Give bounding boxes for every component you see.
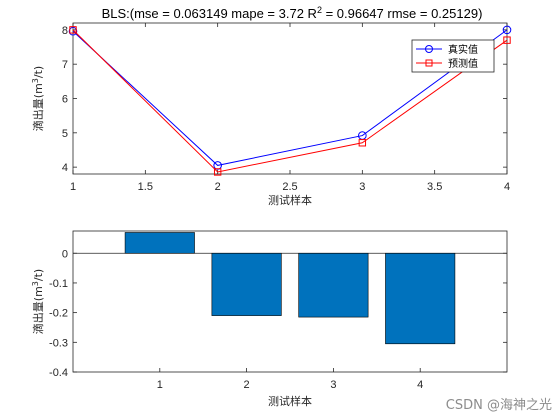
data-point-predicted — [69, 26, 77, 34]
data-point-predicted — [358, 139, 367, 147]
y-tick-label: 8 — [62, 25, 68, 37]
line-chart-title: BLS:(mse = 0.063149 mape = 3.72 R2 = 0.9… — [102, 5, 483, 21]
y-tick-label: -0.1 — [49, 278, 68, 290]
y-tick-label: 4 — [62, 162, 68, 174]
data-point-actual — [502, 25, 512, 35]
y-tick-label: 0 — [62, 248, 68, 260]
legend-entry-actual: 真实值 — [416, 43, 478, 56]
line-chart-y-axis-label: 滴出量(m3/t) — [31, 66, 46, 131]
data-point-predicted — [503, 36, 511, 44]
data-point-predicted — [213, 168, 222, 176]
bar-3 — [298, 252, 369, 318]
line-chart-x-ticks: 1 1.5 2 2.5 3 3.5 4 — [70, 23, 510, 193]
bar-chart-bars — [124, 232, 456, 345]
x-tick-label: 3 — [359, 181, 365, 193]
bar-chart-x-axis-label: 测试样本 — [268, 394, 312, 408]
x-tick-label: 1 — [157, 379, 163, 391]
legend: 真实值 预测值 — [411, 39, 495, 73]
watermark-text: CSDN @海神之光 — [446, 398, 552, 413]
legend-marker-circle — [425, 45, 433, 53]
line-chart-axes: BLS:(mse = 0.063149 mape = 3.72 R2 = 0.9… — [31, 5, 512, 207]
x-tick-label: 4 — [417, 379, 423, 391]
y-tick-label: -0.2 — [49, 308, 68, 320]
series-line-1 — [72, 29, 508, 173]
y-tick-label: -0.4 — [49, 367, 68, 379]
bar-chart-axes: 1 2 3 4 0 -0.1 -0.2 -0.3 -0.4 测试样本 滴出量(m3/t) — [31, 230, 508, 408]
x-tick-label: 3.5 — [427, 181, 442, 193]
legend-box — [411, 39, 495, 73]
line-chart-x-axis-label: 测试样本 — [268, 193, 312, 207]
series-line-0 — [72, 29, 508, 166]
bar-chart-y-ticks: 0 -0.1 -0.2 -0.3 -0.4 — [49, 248, 507, 379]
bar-chart-y-axis-label: 滴出量(m3/t) — [31, 269, 46, 334]
x-tick-label: 2 — [244, 379, 250, 391]
x-tick-label: 3 — [330, 379, 336, 391]
bar-4 — [385, 252, 456, 345]
y-tick-label: 7 — [62, 59, 68, 71]
bar-1 — [124, 232, 195, 254]
x-tick-label: 1 — [70, 181, 76, 193]
data-point-actual — [68, 26, 78, 36]
line-chart-y-ticks: 4 5 6 7 8 — [62, 25, 507, 174]
legend-label-actual: 真实值 — [448, 43, 478, 56]
legend-marker-square — [425, 59, 433, 67]
x-tick-label: 1.5 — [138, 181, 153, 193]
bar-chart-x-ticks: 1 2 3 4 — [157, 368, 423, 391]
line-chart-series — [68, 25, 512, 176]
x-tick-label: 2 — [215, 181, 221, 193]
y-tick-label: 5 — [62, 128, 68, 140]
bar-2 — [211, 252, 282, 316]
x-tick-label: 2.5 — [282, 181, 297, 193]
legend-label-predicted: 预测值 — [448, 57, 478, 70]
y-tick-label: -0.3 — [49, 337, 68, 349]
legend-entry-predicted: 预测值 — [416, 57, 478, 70]
x-tick-label: 4 — [504, 181, 510, 193]
y-tick-label: 6 — [62, 94, 68, 106]
